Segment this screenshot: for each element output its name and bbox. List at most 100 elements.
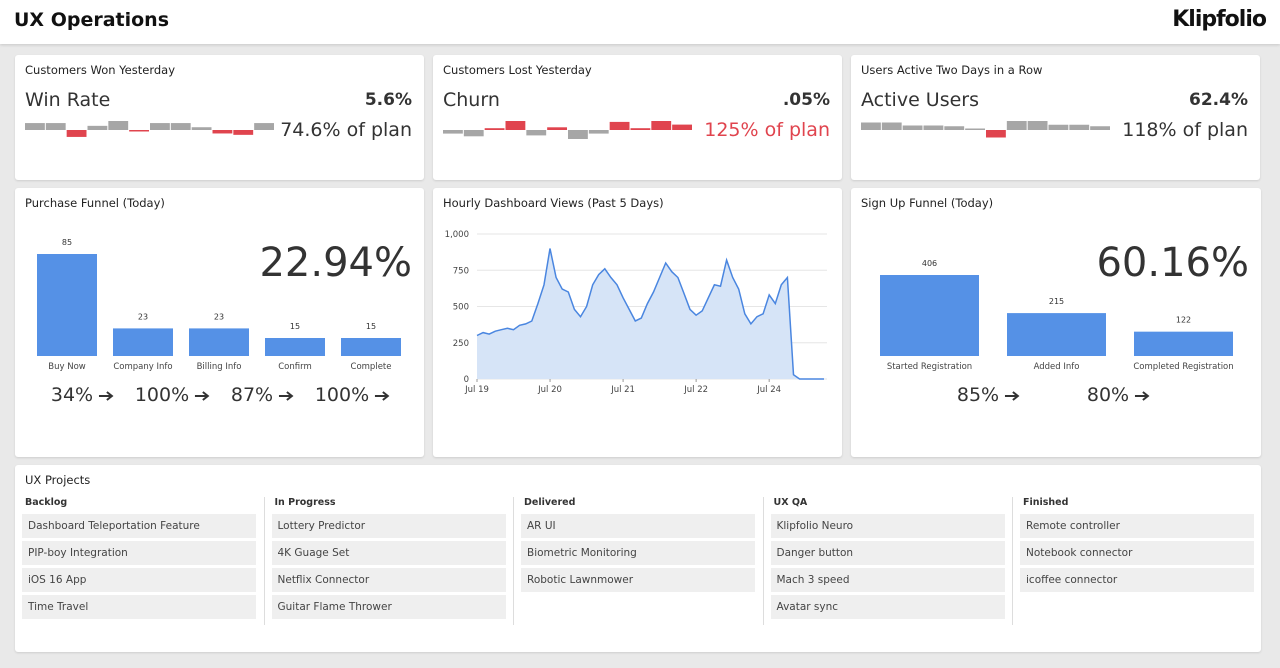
conversion-rate: 87% [231, 384, 295, 406]
conversion-rate: 100% [315, 384, 391, 406]
spark-bar [986, 130, 1006, 138]
spark-bar [87, 125, 108, 130]
card-title: Customers Won Yesterday [25, 63, 176, 77]
arrow-icon [195, 390, 210, 401]
project-item[interactable]: icoffee connector [1020, 568, 1254, 592]
highlight-value: 60.16% [1096, 240, 1249, 286]
conversion-text: 100% [134, 384, 190, 406]
column-separator [263, 497, 265, 625]
spark-bar [1090, 126, 1110, 130]
spark-bar [254, 123, 274, 130]
column-title: In Progress [274, 497, 336, 508]
category-label: Complete [351, 362, 392, 372]
bar [1134, 331, 1233, 356]
x-tick-label: Jul 22 [683, 385, 708, 395]
logo: Klipfolio [1172, 7, 1267, 32]
x-tick-label: Jul 19 [464, 385, 489, 395]
project-item[interactable]: Remote controller [1020, 514, 1254, 538]
chart-card[interactable]: Sign Up Funnel (Today) 60.16% 406 Started R… [851, 188, 1261, 457]
spark-bar [129, 130, 149, 132]
project-item[interactable]: Mach 3 speed [770, 568, 1005, 592]
x-tick-label: Jul 21 [610, 385, 635, 395]
kpi-label: Win Rate [25, 89, 111, 111]
project-item[interactable]: Klipfolio Neuro [770, 514, 1005, 538]
value-label: 23 [214, 312, 224, 321]
chart-card[interactable]: Hourly Dashboard Views (Past 5 Days) 0 250… [433, 188, 842, 457]
project-column: UX QA Klipfolio Neuro Danger button Mach 3 … [770, 497, 1005, 622]
project-item[interactable]: Robotic Lawnmower [521, 568, 755, 592]
x-tick-label: Jul 24 [756, 385, 781, 395]
kpi-value: 62.4% [1189, 90, 1248, 110]
category-label: Company Info [113, 362, 172, 372]
project-item[interactable]: Avatar sync [770, 595, 1005, 619]
header: UX Operations Klipfolio [0, 0, 1280, 44]
column-title: Backlog [25, 497, 68, 508]
column-separator [1012, 497, 1013, 625]
project-item[interactable]: Biometric Monitoring [521, 541, 755, 565]
category-label: Confirm [278, 362, 312, 372]
project-column: Backlog Dashboard Teleportation Feature PI… [22, 497, 256, 622]
arrow-icon [1005, 390, 1020, 401]
spark-bar [1027, 121, 1048, 130]
conversion-text: 34% [50, 384, 94, 406]
kpi-card[interactable]: Customers Lost Yesterday Churn .05% 125% of… [433, 55, 842, 180]
arrow-icon [1135, 390, 1150, 401]
conversion-rate: 34% [51, 384, 115, 406]
spark-bar [923, 125, 944, 130]
conversion-rate: 100% [135, 384, 211, 406]
card-title: Purchase Funnel (Today) [25, 196, 165, 210]
spark-bar [25, 123, 45, 130]
project-item[interactable]: Danger button [770, 541, 1005, 565]
project-item[interactable]: Netflix Connector [271, 568, 506, 592]
spark-bar [609, 121, 630, 130]
spark-bar [66, 130, 87, 137]
card-title: Customers Lost Yesterday [443, 63, 592, 77]
arrow-shape [195, 390, 210, 401]
chart-card[interactable]: Purchase Funnel (Today) 22.94% 85 Buy Now 23… [15, 188, 424, 457]
kpi-plan: 118% of plan [1122, 119, 1248, 141]
card-title: Hourly Dashboard Views (Past 5 Days) [443, 196, 664, 210]
area [477, 248, 824, 379]
x-tick-label: Jul 20 [537, 385, 562, 395]
value-label: 23 [138, 312, 148, 321]
sparkbar [861, 121, 1110, 138]
spark-bar [150, 123, 170, 130]
project-item[interactable]: Guitar Flame Thrower [271, 595, 506, 619]
projects-card[interactable]: UX Projects Backlog Dashboard Teleportatio… [15, 465, 1261, 652]
project-item[interactable]: Dashboard Teleportation Feature [22, 514, 256, 538]
project-item[interactable]: iOS 16 App [22, 568, 256, 592]
line-chart: 0 250 500 750 1,000 Jul 19 Jul 20 Jul 21 Jul 22 J… [445, 230, 827, 395]
project-item[interactable]: Time Travel [22, 595, 256, 619]
arrow-icon [279, 390, 294, 401]
funnel-chart: 406 Started Registration 215 Added Info 122 C… [880, 259, 1234, 372]
category-label: Started Registration [887, 362, 972, 372]
spark-bar [484, 128, 505, 130]
kpi-card[interactable]: Users Active Two Days in a Row Active Use… [851, 55, 1260, 180]
project-column: Finished Remote controller Notebook connec… [1020, 497, 1254, 595]
project-item[interactable]: 4K Guage Set [271, 541, 506, 565]
project-item[interactable]: AR UI [521, 514, 755, 538]
arrow-shape [1135, 390, 1150, 401]
arrow-shape [375, 390, 390, 401]
spark-bar [881, 122, 902, 130]
arrow-shape [1005, 390, 1020, 401]
project-item[interactable]: Lottery Predictor [271, 514, 506, 538]
arrow-icon [99, 390, 114, 401]
project-column: In Progress Lottery Predictor 4K Guage Set… [271, 497, 506, 622]
bar [265, 338, 325, 356]
column-title: UX QA [773, 497, 808, 508]
bar [341, 338, 401, 356]
kpi-plan: 125% of plan [704, 119, 830, 141]
project-item[interactable]: PIP-boy Integration [22, 541, 256, 565]
funnel-chart: 85 Buy Now 23 Company Info 23 Billing Info 15 C… [37, 238, 401, 372]
project-item[interactable]: Notebook connector [1020, 541, 1254, 565]
conversion-rate: 85% [957, 384, 1021, 406]
kpi-card[interactable]: Customers Won Yesterday Win Rate 5.6% 74.6%… [15, 55, 424, 180]
y-tick-label: 250 [453, 339, 469, 349]
bar [37, 254, 97, 356]
bar [189, 328, 249, 356]
column-separator [513, 497, 514, 625]
spark-bar [505, 121, 526, 130]
conversion-rate: 80% [1087, 384, 1151, 406]
value-label: 15 [290, 322, 300, 331]
